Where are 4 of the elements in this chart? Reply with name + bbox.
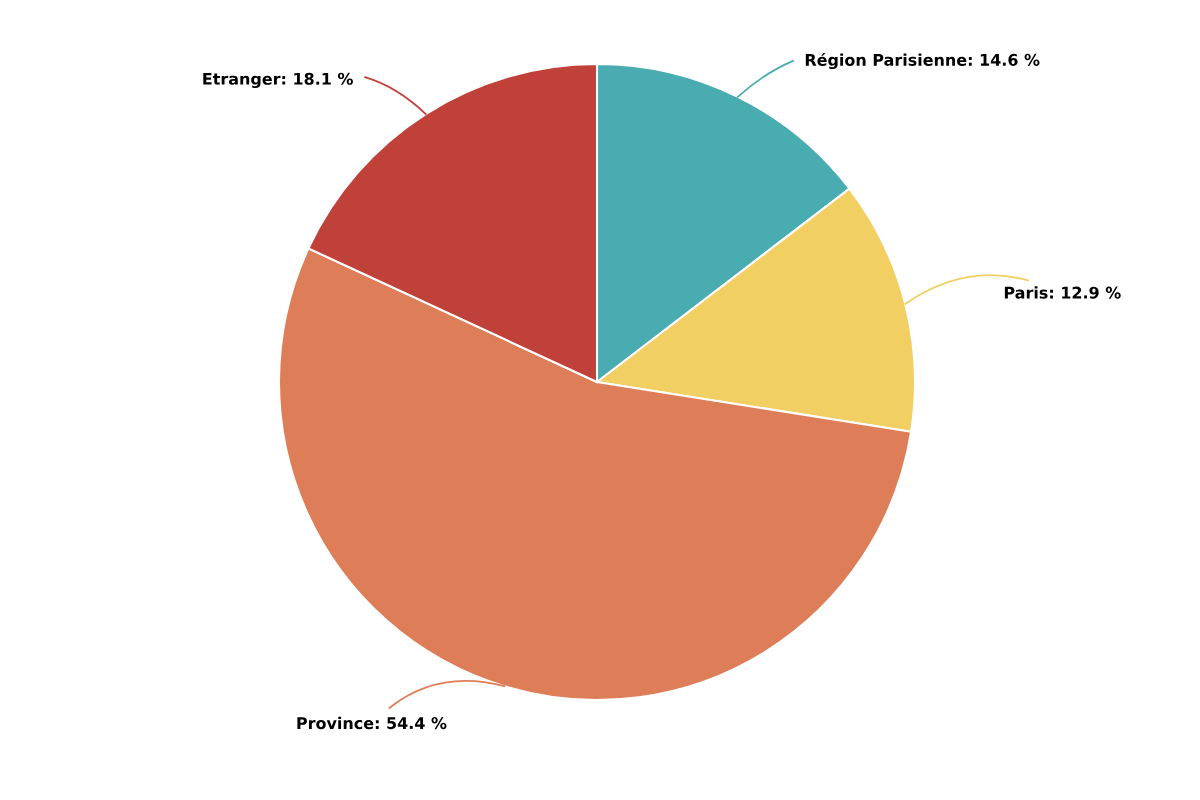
slice-label: Province: 54.4 % — [297, 716, 447, 730]
slice-label: Région Parisienne: 14.6 % — [805, 52, 1040, 70]
slice-label: Etranger: 18.1 % — [203, 72, 353, 89]
slice-label: Paris: 12.9 % — [1004, 286, 1121, 299]
